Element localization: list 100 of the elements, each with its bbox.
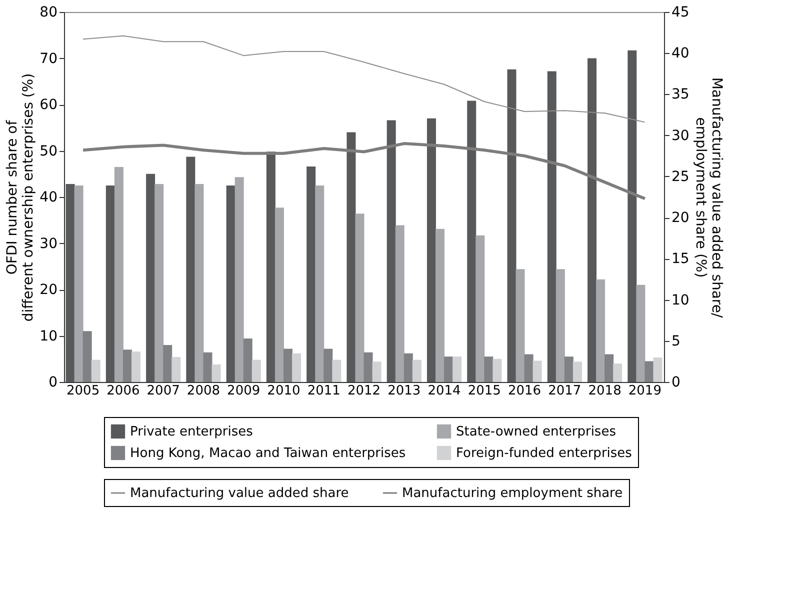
bar [572, 362, 582, 382]
bar [564, 356, 574, 382]
y2-tick-label: 40 [672, 46, 690, 62]
bar [66, 184, 75, 382]
bar [346, 132, 356, 382]
y2-tick-label: 25 [672, 168, 690, 185]
y-tick-label: 50 [40, 143, 58, 160]
bar [467, 100, 476, 382]
bar [194, 184, 204, 382]
bar [644, 361, 654, 382]
y-tick-label: 40 [40, 190, 58, 206]
bar [154, 184, 164, 382]
bar [452, 356, 462, 382]
y2-tick-label: 45 [672, 4, 690, 20]
bar [412, 360, 422, 382]
bar [524, 354, 534, 382]
bar [547, 71, 556, 382]
x-tick-label: 2007 [146, 384, 180, 398]
x-tick-label: 2008 [186, 384, 220, 398]
x-tick-label: 2018 [588, 384, 622, 398]
bar [114, 166, 124, 382]
y2-tick-label: 10 [672, 292, 690, 308]
bar [283, 348, 292, 382]
bar [588, 58, 597, 382]
y-axis-title: OFDI number share of different ownership enterprises (%) [4, 73, 37, 322]
legend-label: Manufacturing value added share [130, 486, 349, 501]
bar [507, 69, 516, 382]
bar [212, 364, 221, 382]
bar [315, 185, 324, 382]
bar [274, 208, 284, 382]
bar [613, 364, 622, 382]
bar [516, 269, 525, 382]
y-tick-label: 0 [48, 374, 58, 390]
legend-label: Hong Kong, Macao and Taiwan enterprises [130, 446, 406, 461]
y2-axis-title: Manufacturing value added share/ employment share (%) [692, 77, 724, 318]
bar [364, 352, 373, 382]
y-tick-label: 80 [40, 4, 58, 20]
bar [74, 185, 84, 382]
x-tick-label: 2016 [508, 384, 542, 398]
bar [484, 356, 494, 382]
bar [426, 118, 436, 382]
line-series [82, 142, 646, 200]
bar [243, 338, 252, 382]
bar [332, 360, 342, 382]
bar [395, 225, 404, 382]
bar [596, 279, 606, 382]
x-tick-label: 2013 [388, 384, 421, 398]
bar [163, 345, 172, 382]
legend-label: Private enterprises [130, 424, 254, 440]
bar [252, 360, 261, 382]
line-series [82, 35, 646, 123]
bar [172, 357, 181, 382]
bar [653, 357, 662, 382]
y-tick-label: 60 [40, 97, 58, 113]
y2-tick-label: 0 [672, 374, 680, 390]
bar [324, 348, 333, 382]
bar [82, 331, 92, 382]
x-tick-label: 2014 [428, 384, 461, 398]
bar [292, 353, 302, 382]
bar [532, 360, 542, 382]
bar [106, 185, 115, 382]
bar [234, 177, 244, 382]
bar [436, 228, 445, 382]
bar [492, 358, 502, 382]
bar [476, 235, 485, 382]
bar [628, 50, 637, 382]
bar [91, 360, 100, 382]
bar [604, 354, 614, 382]
bar [306, 166, 316, 382]
y2-tick-label: 35 [672, 86, 690, 103]
bar [556, 269, 565, 382]
y-tick-label: 20 [40, 282, 58, 298]
x-tick-label: 2017 [548, 384, 582, 398]
y2-tick-label: 30 [672, 128, 690, 144]
x-tick-label: 2019 [628, 384, 662, 398]
x-tick-label: 2005 [66, 384, 100, 398]
bar [372, 362, 382, 382]
x-tick-label: 2015 [468, 384, 501, 398]
legend-label: State-owned enterprises [456, 424, 616, 440]
y-tick-label: 10 [40, 328, 58, 344]
bar [131, 351, 140, 382]
x-tick-label: 2010 [267, 384, 300, 398]
y2-tick-label: 5 [672, 333, 680, 350]
bar [444, 356, 454, 382]
x-tick-label: 2006 [106, 384, 140, 398]
bar [226, 185, 236, 382]
bar [636, 284, 646, 382]
x-tick-label: 2012 [347, 384, 381, 398]
bar [355, 214, 364, 382]
x-tick-label: 2009 [227, 384, 260, 398]
y2-tick-label: 20 [672, 210, 690, 226]
bar [186, 156, 196, 382]
bar [386, 120, 396, 382]
bar [122, 350, 132, 382]
legend-label: Foreign-funded enterprises [456, 446, 632, 461]
x-tick-label: 2011 [307, 384, 340, 398]
legend-label: Manufacturing employment share [402, 486, 623, 501]
bar [203, 352, 212, 382]
y2-tick-label: 15 [672, 251, 690, 268]
bar [266, 152, 276, 382]
